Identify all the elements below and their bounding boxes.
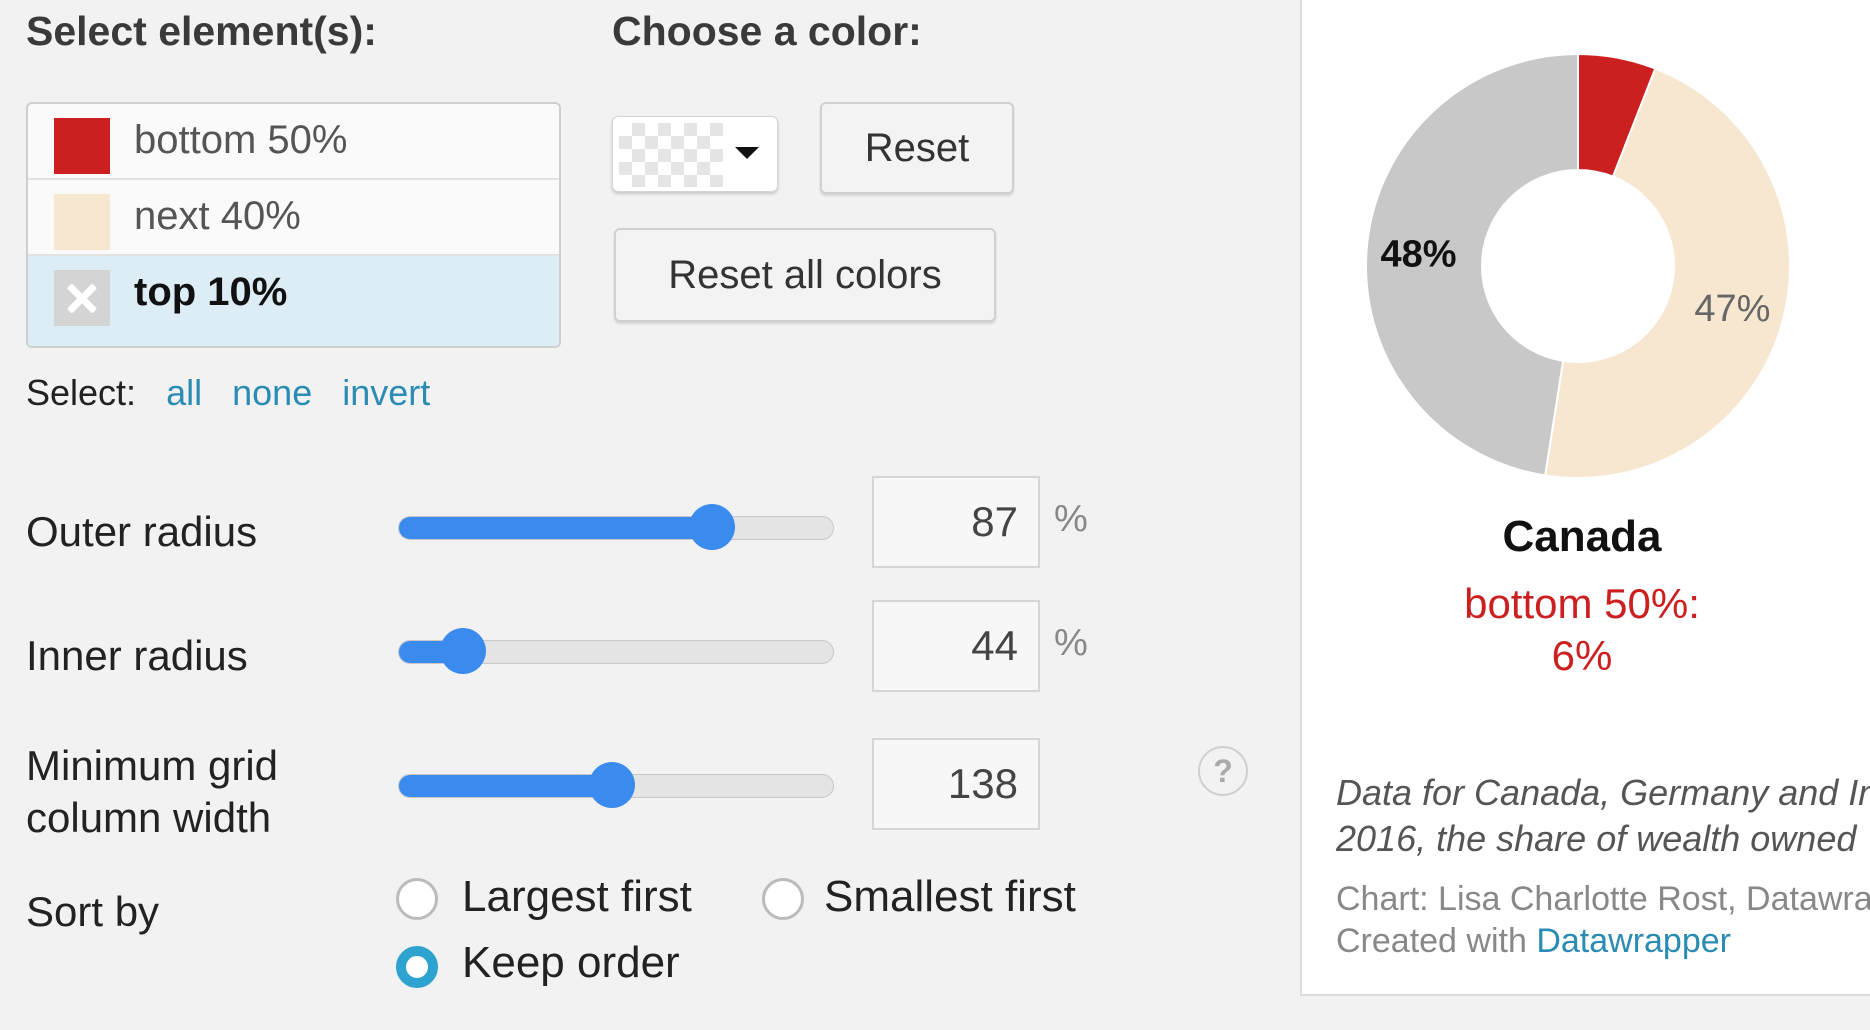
credit-prefix: Created with [1336,922,1527,960]
element-label: top 10% [134,270,288,314]
select-none-link[interactable]: none [232,372,313,413]
credit-line2: Created with Datawrapper [1336,920,1870,962]
select-links: Select: all none invert [26,372,430,414]
description-line1: Data for Canada, Germany and In [1336,772,1870,813]
outer-radius-input[interactable]: 87 [872,476,1040,568]
min-grid-width-label-line1: Minimum grid [26,742,279,789]
color-swatch [54,194,110,250]
donut-label-next-40-: 47% [1694,288,1770,330]
reset-button[interactable]: Reset [820,102,1014,194]
tooltip-line2: 6% [1551,632,1613,679]
radio-label: Smallest first [824,872,1076,921]
reset-all-colors-button[interactable]: Reset all colors [614,228,996,322]
element-item-bottom-50[interactable]: bottom 50% [28,104,559,180]
select-prefix: Select: [26,372,137,413]
radio-label: Keep order [462,938,680,987]
min-grid-width-slider[interactable] [398,762,834,808]
donut-label-top-10-: 48% [1380,234,1456,276]
slider-fill [399,517,712,539]
radio-smallest-first[interactable] [762,878,804,920]
donut-chart: 47% 48% [1365,52,1791,479]
element-item-next-40[interactable]: next 40% [28,180,559,256]
select-invert-link[interactable]: invert [342,372,431,413]
color-swatch [54,118,110,174]
donut-slice-top-10-[interactable] [1365,52,1579,477]
radio-label: Largest first [462,872,692,921]
select-all-link[interactable]: all [166,372,203,413]
outer-radius-slider[interactable] [398,504,834,550]
color-picker-dropdown[interactable] [612,116,778,192]
element-list[interactable]: bottom 50% next 40% top 10% [26,102,561,348]
slider-track[interactable] [398,516,834,540]
radio-largest-first[interactable] [396,878,438,920]
min-grid-width-label-line2: column width [26,794,272,841]
no-color-x-icon [54,270,110,326]
transparent-swatch-icon [619,123,723,187]
outer-radius-unit: % [1054,498,1088,540]
min-grid-width-label: Minimum grid column width [26,740,278,844]
choose-color-label: Choose a color: [612,8,922,54]
chart-tooltip: bottom 50%: 6% [1302,578,1862,682]
slider-thumb[interactable] [440,628,487,674]
outer-radius-label: Outer radius [26,508,258,555]
datawrapper-link[interactable]: Datawrapper [1536,922,1731,960]
element-label: next 40% [134,194,301,238]
chart-description: Data for Canada, Germany and In 2016, th… [1336,770,1870,862]
credit-line1: Chart: Lisa Charlotte Rost, Datawra [1336,880,1870,918]
chart-credit: Chart: Lisa Charlotte Rost, Datawra Crea… [1336,878,1870,962]
slider-thumb[interactable] [588,762,635,808]
min-grid-width-input[interactable]: 138 [872,738,1040,830]
chart-title: Canada [1502,512,1662,561]
inner-radius-label: Inner radius [26,632,248,679]
caret-down-icon [735,147,759,159]
slider-fill [399,775,612,797]
inner-radius-input[interactable]: 44 [872,600,1040,692]
description-line2: 2016, the share of wealth owned [1336,818,1857,859]
inner-radius-slider[interactable] [398,628,834,674]
chart-preview-panel: 47% 48% Canada bottom 50%: 6% Data for Ca… [1300,0,1870,996]
help-icon[interactable]: ? [1198,746,1248,796]
inner-radius-unit: % [1054,622,1088,664]
donut-slice-next-40-[interactable] [1544,67,1791,479]
sort-by-label: Sort by [26,888,160,935]
element-item-top-10[interactable]: top 10% [28,256,559,346]
radio-keep-order[interactable] [396,946,438,988]
select-elements-label: Select element(s): [26,8,377,54]
element-label: bottom 50% [134,118,348,162]
slider-thumb[interactable] [688,504,735,550]
tooltip-line1: bottom 50%: [1464,580,1700,627]
